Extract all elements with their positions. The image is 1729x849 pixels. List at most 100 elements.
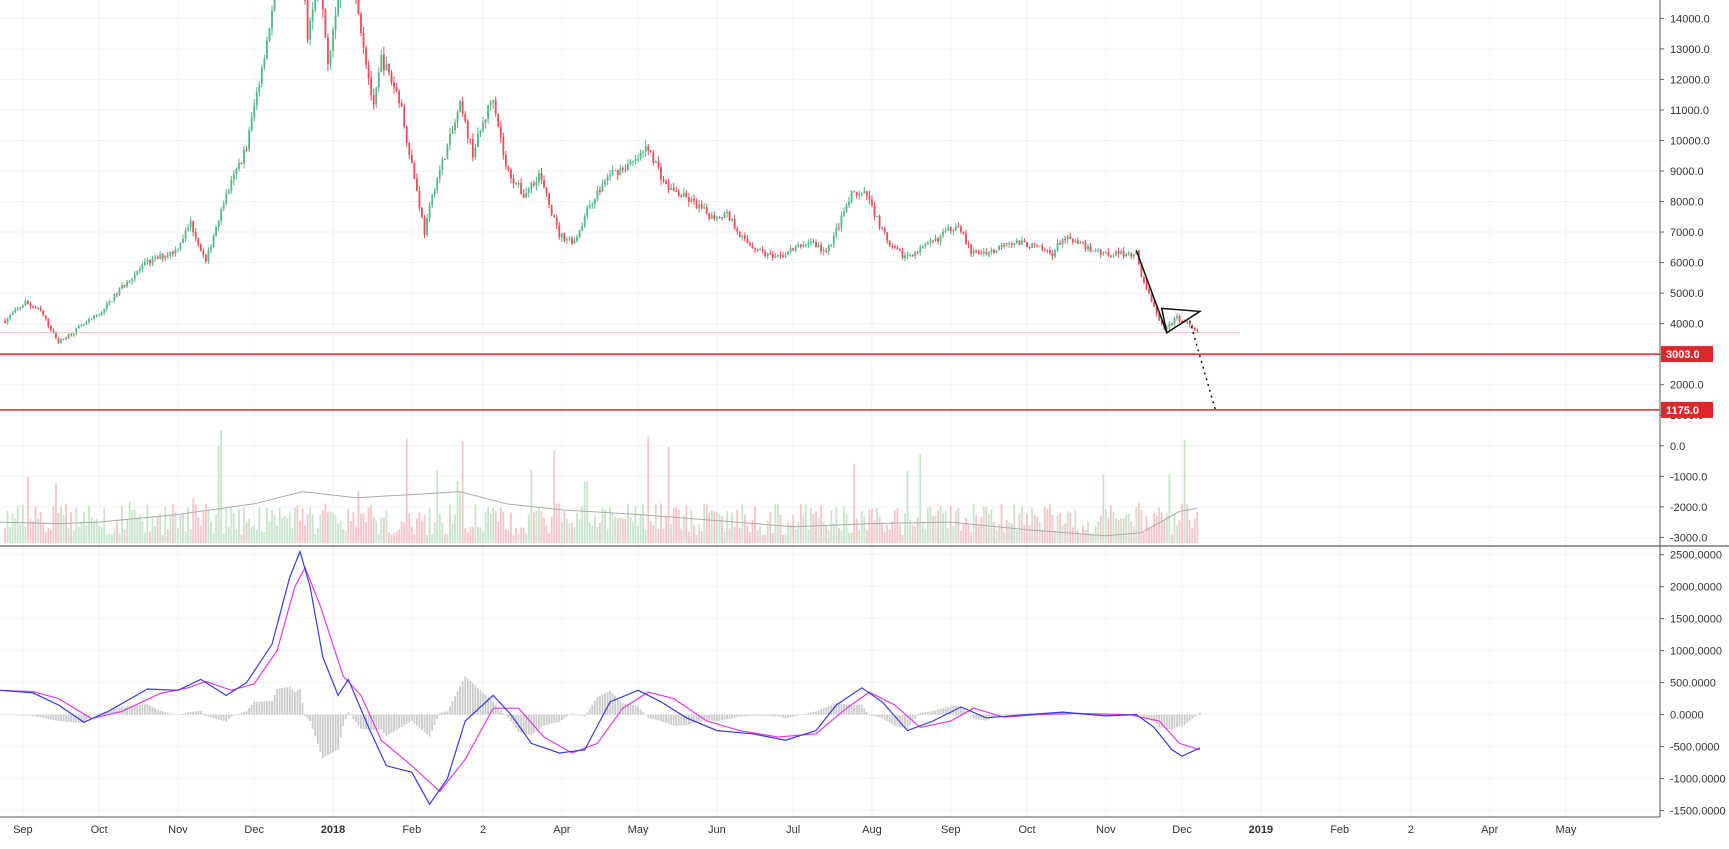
candle[interactable] [779,255,782,257]
candle[interactable] [845,205,848,212]
candle[interactable] [408,142,411,155]
candle[interactable] [1191,324,1194,328]
candle[interactable] [360,13,362,34]
candle[interactable] [680,195,683,197]
candle[interactable] [995,250,998,253]
candle[interactable] [6,318,9,323]
candle[interactable] [883,227,886,233]
candle[interactable] [418,190,421,208]
candle[interactable] [929,240,932,243]
candle[interactable] [804,244,807,246]
candle[interactable] [1013,243,1016,245]
candle[interactable] [629,161,632,165]
candle[interactable] [855,192,858,196]
candle[interactable] [609,175,612,177]
candle[interactable] [32,306,34,308]
candle[interactable] [1071,238,1074,243]
candle[interactable] [403,106,406,127]
candle[interactable] [441,159,444,170]
candle[interactable] [860,193,863,195]
candle[interactable] [187,227,190,230]
candle[interactable] [652,152,655,163]
candle[interactable] [245,149,248,151]
candle[interactable] [975,250,978,252]
candle[interactable] [113,293,116,302]
candle[interactable] [1003,243,1006,247]
candle[interactable] [886,232,889,241]
candle[interactable] [321,0,324,10]
candle[interactable] [764,251,767,257]
candle[interactable] [42,310,45,316]
candle[interactable] [972,250,975,254]
candle[interactable] [1178,315,1181,322]
candle[interactable] [1026,241,1028,248]
candle[interactable] [263,58,266,68]
candle[interactable] [698,204,700,209]
candle[interactable] [222,204,225,210]
candle[interactable] [415,178,418,191]
candle[interactable] [555,217,558,225]
candle[interactable] [454,122,456,131]
candle[interactable] [367,64,370,79]
candle[interactable] [1087,246,1089,250]
candle[interactable] [253,105,256,118]
candle[interactable] [1066,236,1069,240]
candle[interactable] [128,281,131,283]
candle[interactable] [464,114,467,122]
candle[interactable] [159,254,162,259]
candle[interactable] [126,282,129,287]
candle[interactable] [1094,250,1097,252]
candle[interactable] [642,151,645,153]
candle[interactable] [863,191,866,194]
candle[interactable] [39,308,42,311]
candle[interactable] [654,161,657,163]
candle[interactable] [766,253,769,257]
candle[interactable] [792,248,795,251]
candle[interactable] [47,318,50,326]
candle[interactable] [736,228,739,232]
candle[interactable] [469,138,472,140]
candle[interactable] [843,211,845,216]
candle[interactable] [202,250,205,256]
candle[interactable] [581,225,584,231]
candle[interactable] [332,30,334,51]
candle[interactable] [873,205,876,217]
candle[interactable] [141,264,144,270]
candle[interactable] [1099,249,1102,255]
candle[interactable] [474,146,477,158]
candle[interactable] [438,169,441,179]
candle[interactable] [644,146,647,152]
candle[interactable] [621,168,624,170]
candle[interactable] [751,245,754,248]
candle[interactable] [733,218,736,229]
candle[interactable] [901,251,904,259]
candle[interactable] [837,227,840,229]
candle[interactable] [451,130,454,134]
candle[interactable] [634,158,637,162]
candle[interactable] [616,169,619,176]
candle[interactable] [4,320,6,323]
candle[interactable] [400,103,403,107]
candle[interactable] [677,191,680,196]
candle[interactable] [306,0,309,40]
candle[interactable] [184,229,187,239]
candle[interactable] [1160,320,1163,324]
candle[interactable] [365,47,367,65]
candle[interactable] [807,243,810,245]
candle[interactable] [761,249,764,252]
candle[interactable] [756,249,759,251]
candle[interactable] [888,240,891,246]
candle[interactable] [44,315,47,319]
candle[interactable] [95,315,98,317]
candle[interactable] [949,227,952,232]
candle[interactable] [530,183,533,189]
candle[interactable] [944,230,947,232]
candle[interactable] [390,72,393,83]
candle[interactable] [1064,239,1067,241]
candle[interactable] [179,242,182,249]
candle[interactable] [827,245,830,252]
candle[interactable] [255,91,258,106]
candle[interactable] [324,9,327,38]
candle[interactable] [850,191,853,202]
